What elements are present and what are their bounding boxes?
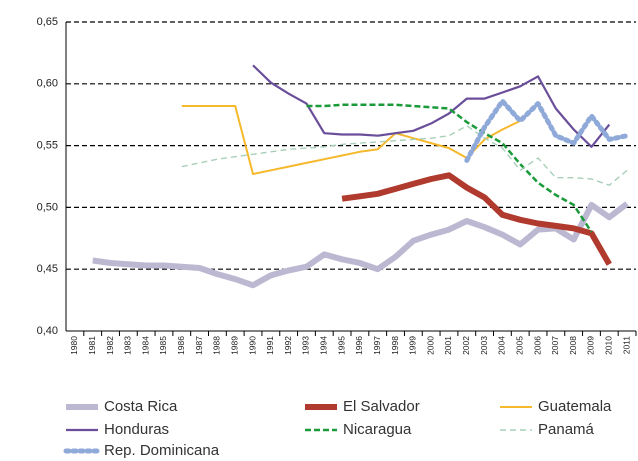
- x-tick-label: 2002: [461, 336, 471, 355]
- legend-label: Panamá: [538, 421, 595, 438]
- x-tick-label: 2003: [479, 336, 489, 355]
- x-tick-label: 2000: [425, 336, 435, 355]
- series-line: [464, 98, 630, 163]
- x-tick-label: 2004: [497, 336, 507, 355]
- x-tick-label: 1997: [372, 336, 382, 355]
- legend-label: Rep. Dominicana: [104, 442, 220, 459]
- x-tick-label: 1994: [319, 336, 329, 355]
- legend-label: El Salvador: [343, 398, 420, 415]
- series-line: [341, 172, 612, 266]
- x-tick-label: 1983: [123, 336, 133, 355]
- x-tick-label: 1984: [140, 336, 150, 355]
- y-tick-label: 0,65: [37, 16, 58, 28]
- x-tick-label: 1986: [176, 336, 186, 355]
- x-tick-label: 1991: [265, 336, 275, 355]
- x-tick-label: 1982: [105, 336, 115, 355]
- y-tick-label: 0,50: [37, 201, 58, 213]
- x-tick-label: 1980: [69, 336, 79, 355]
- x-tick-label: 1992: [283, 336, 293, 355]
- x-tick-label: 1981: [87, 336, 97, 355]
- y-tick-label: 0,45: [37, 263, 58, 275]
- x-tick-label: 1999: [408, 336, 418, 355]
- legend-label: Nicaragua: [343, 421, 412, 438]
- series-line: [181, 125, 628, 186]
- x-tick-label: 1993: [301, 336, 311, 355]
- series-line: [92, 201, 629, 289]
- x-tick-label: 2001: [443, 336, 453, 355]
- x-tick-label: 2007: [550, 336, 560, 355]
- legend-label: Guatemala: [538, 398, 612, 415]
- x-tick-label: 2011: [621, 336, 631, 355]
- legend-label: Honduras: [104, 421, 169, 438]
- y-tick-label: 0,55: [37, 140, 58, 152]
- x-tick-label: 1990: [247, 336, 257, 355]
- y-tick-label: 0,60: [37, 78, 58, 90]
- x-tick-label: 1998: [390, 336, 400, 355]
- y-tick-label: 0,40: [37, 325, 58, 337]
- x-tick-label: 1988: [212, 336, 222, 355]
- x-tick-label: 1995: [336, 336, 346, 355]
- x-tick-label: 1987: [194, 336, 204, 355]
- x-tick-label: 2010: [604, 336, 614, 355]
- x-tick-label: 2006: [532, 336, 542, 355]
- series-line: [306, 103, 593, 233]
- series-line: [181, 105, 521, 175]
- x-tick-label: 1985: [158, 336, 168, 355]
- x-tick-label: 2009: [586, 336, 596, 355]
- x-tick-label: 1989: [229, 336, 239, 355]
- x-tick-label: 1996: [354, 336, 364, 355]
- series-line: [252, 64, 611, 148]
- legend-label: Costa Rica: [104, 398, 178, 415]
- x-tick-label: 2008: [568, 336, 578, 355]
- x-tick-label: 2005: [514, 336, 524, 355]
